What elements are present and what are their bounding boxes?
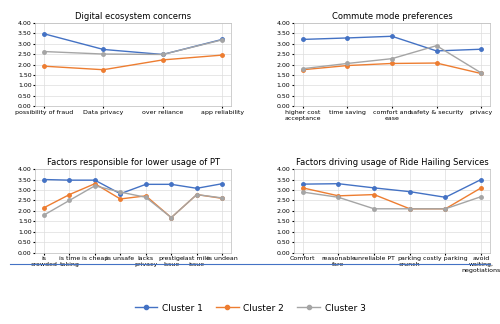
Title: Commute mode preferences: Commute mode preferences bbox=[332, 12, 452, 20]
Legend: Cluster 1, Cluster 2, Cluster 3: Cluster 1, Cluster 2, Cluster 3 bbox=[131, 300, 369, 316]
Title: Factors responsible for lower usage of PT: Factors responsible for lower usage of P… bbox=[46, 158, 220, 167]
Title: Digital ecosystem concerns: Digital ecosystem concerns bbox=[75, 12, 191, 20]
Title: Factors driving usage of Ride Hailing Services: Factors driving usage of Ride Hailing Se… bbox=[296, 158, 488, 167]
